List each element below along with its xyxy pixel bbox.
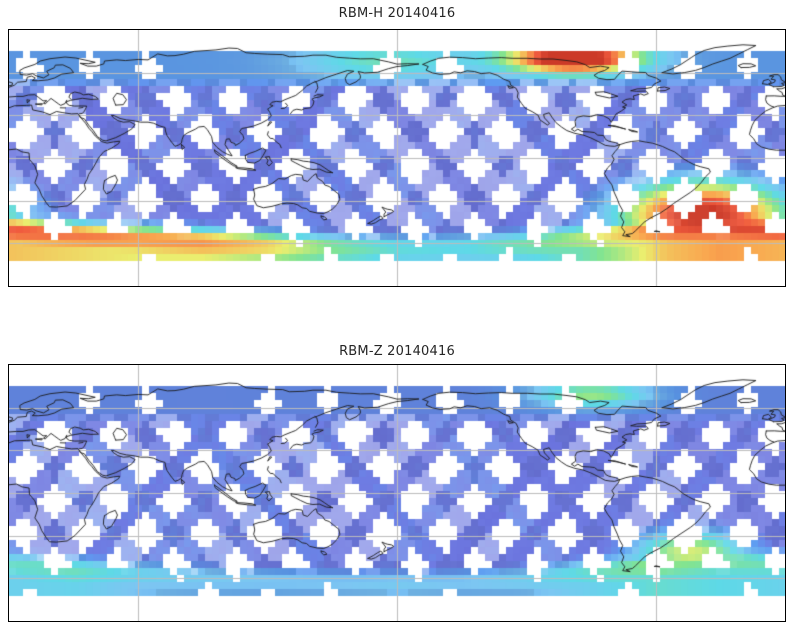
panel-title-rbm-h: RBM-H 20140416 bbox=[338, 6, 456, 21]
map-panel-rbm-z bbox=[8, 364, 786, 622]
panel-title-rbm-z: RBM-Z 20140416 bbox=[339, 344, 455, 359]
map-canvas-rbm-h bbox=[9, 30, 785, 286]
map-canvas-rbm-z bbox=[9, 365, 785, 621]
map-panel-rbm-h bbox=[8, 29, 786, 287]
